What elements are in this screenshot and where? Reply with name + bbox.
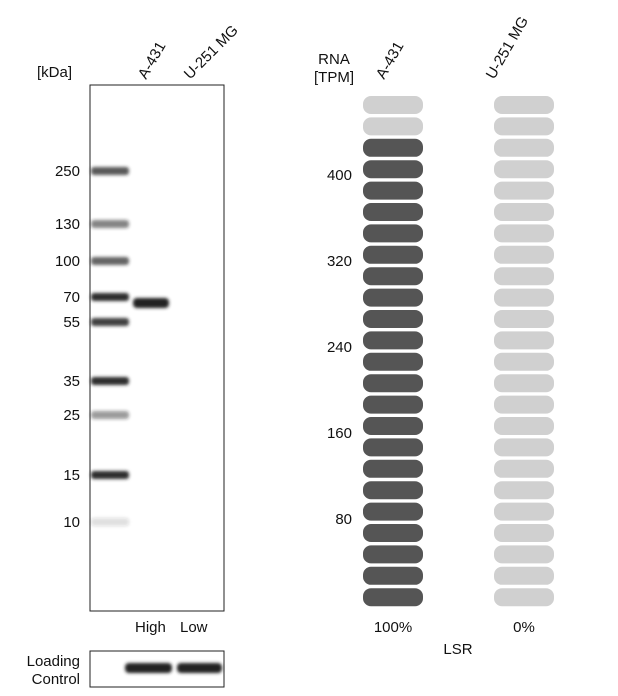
marker-label: 15: [63, 467, 80, 484]
rna-pill: [363, 545, 423, 564]
rna-pill: [494, 288, 554, 307]
rna-pill: [363, 331, 423, 350]
rna-pill: [363, 181, 423, 200]
marker-label: 25: [63, 407, 80, 424]
ladder-band: [91, 257, 129, 265]
rna-pill: [363, 459, 423, 478]
sample-band: [133, 298, 169, 308]
loading-band: [177, 663, 222, 673]
rna-lane-label: A-431: [373, 39, 408, 82]
rna-pill: [494, 331, 554, 350]
rna-pill: [494, 267, 554, 286]
marker-label: 10: [63, 514, 80, 531]
rna-pill: [494, 160, 554, 179]
rna-pill: [363, 438, 423, 457]
rna-pill: [494, 417, 554, 435]
ladder-band: [91, 220, 129, 228]
rna-pill: [494, 117, 554, 136]
lane-label: U-251 MG: [181, 22, 242, 83]
rna-pill: [494, 224, 554, 243]
rna-pill: [363, 267, 423, 286]
marker-label: 130: [55, 216, 80, 233]
marker-label: 70: [63, 289, 80, 306]
rna-pill: [363, 395, 423, 414]
rna-pill: [363, 417, 423, 435]
marker-label: 35: [63, 373, 80, 390]
rna-pill: [494, 374, 554, 393]
ladder-band: [91, 167, 129, 175]
ladder-band: [91, 411, 129, 419]
ladder: [91, 167, 129, 526]
rna-pill: [363, 481, 423, 500]
rna-tick-label: 320: [327, 253, 352, 270]
rna-pill: [494, 545, 554, 564]
rna-tick-label: 160: [327, 425, 352, 442]
rna-pill: [494, 181, 554, 200]
rna-pill: [494, 524, 554, 542]
rna-pill: [363, 245, 423, 264]
rna-pill: [363, 502, 423, 521]
rna-pill: [363, 96, 423, 114]
loading-band: [125, 663, 172, 673]
ladder-band: [91, 293, 129, 301]
rna-pill: [363, 588, 423, 607]
rna-pill: [494, 438, 554, 457]
rna-pill: [494, 395, 554, 414]
rna-tick-label: 80: [335, 511, 352, 528]
rna-pill: [363, 288, 423, 307]
rna-pill: [363, 224, 423, 243]
rna-lane-label: U-251 MG: [483, 14, 532, 82]
rna-ticks: 400 320 240 160 80: [327, 167, 352, 528]
rna-pill: [494, 588, 554, 607]
unit-label: [kDa]: [37, 64, 72, 81]
rna-pill: [363, 203, 423, 221]
rna-pill: [494, 245, 554, 264]
marker-label: 100: [55, 253, 80, 270]
rna-pills: [363, 96, 554, 607]
blot-membrane: [89, 84, 225, 612]
rna-pill: [363, 117, 423, 136]
loading-control-label: Loading Control: [27, 653, 80, 688]
rna-pill: [363, 566, 423, 585]
ladder-band: [91, 471, 129, 479]
rna-pill: [494, 459, 554, 478]
expression-label: Low: [180, 619, 208, 636]
rna-tick-label: 400: [327, 167, 352, 184]
expression-label: High: [135, 619, 166, 636]
rna-pill: [363, 374, 423, 393]
rna-pill: [494, 502, 554, 521]
rna-pill: [494, 203, 554, 221]
rna-pill: [494, 566, 554, 585]
rna-pill: [494, 352, 554, 371]
rna-percentage: 0%: [513, 619, 535, 636]
ladder-band: [91, 377, 129, 385]
marker-label: 250: [55, 163, 80, 180]
rna-pill: [363, 160, 423, 179]
rna-pill: [494, 481, 554, 500]
rna-pill: [363, 310, 423, 328]
rna-pill: [363, 352, 423, 371]
rna-pill: [494, 138, 554, 157]
rna-axis-label: RNA [TPM]: [314, 51, 354, 86]
rna-pill: [494, 310, 554, 328]
rna-pill: [494, 96, 554, 114]
gene-name: LSR: [443, 641, 472, 658]
marker-label: 55: [63, 314, 80, 331]
rna-tick-label: 240: [327, 339, 352, 356]
rna-percentage: 100%: [374, 619, 412, 636]
ladder-band: [91, 518, 129, 526]
rna-pill: [363, 138, 423, 157]
lane-label: A-431: [135, 39, 170, 82]
ladder-band: [91, 318, 129, 326]
rna-pill: [363, 524, 423, 542]
